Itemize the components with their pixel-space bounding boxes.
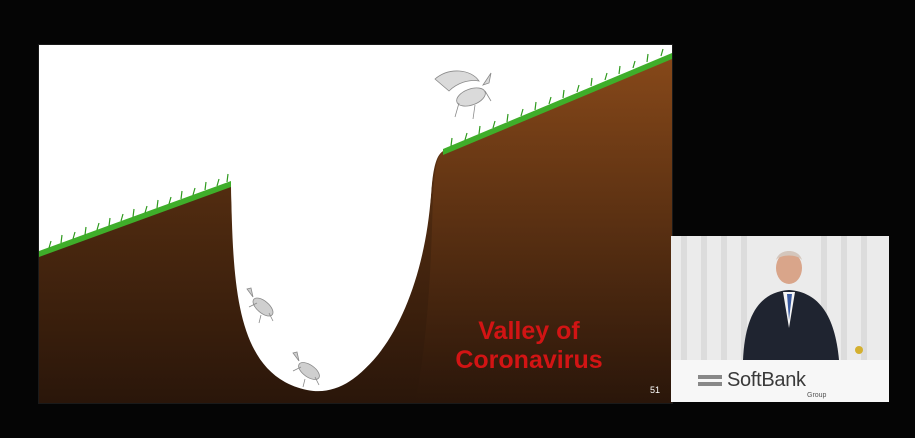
grass-right <box>443 53 672 155</box>
slide-title: Valley of Coronavirus <box>415 317 643 375</box>
slide-title-line-1: Valley of <box>478 317 580 345</box>
logo-mark-icon <box>698 375 722 386</box>
valley-pit <box>231 145 443 390</box>
right-hill <box>415 55 672 403</box>
presenter-avatar <box>743 251 839 360</box>
valley-illustration <box>39 48 672 403</box>
presenter-video-feed: SoftBank Group <box>671 236 889 402</box>
softbank-logo: SoftBank <box>698 369 806 392</box>
slide-title-line-2: Coronavirus <box>455 346 603 374</box>
winged-unicorn-icon <box>434 70 492 120</box>
presenter-scene <box>671 236 889 402</box>
presentation-slide: Valley of Coronavirus 51 <box>38 44 673 404</box>
grass-left <box>39 181 231 257</box>
logo-subtext: Group <box>807 392 827 399</box>
unicorn-icon <box>246 287 274 324</box>
unicorn-icon <box>292 351 320 388</box>
slide-page-number: 51 <box>649 385 660 395</box>
logo-text: SoftBank <box>727 369 806 391</box>
